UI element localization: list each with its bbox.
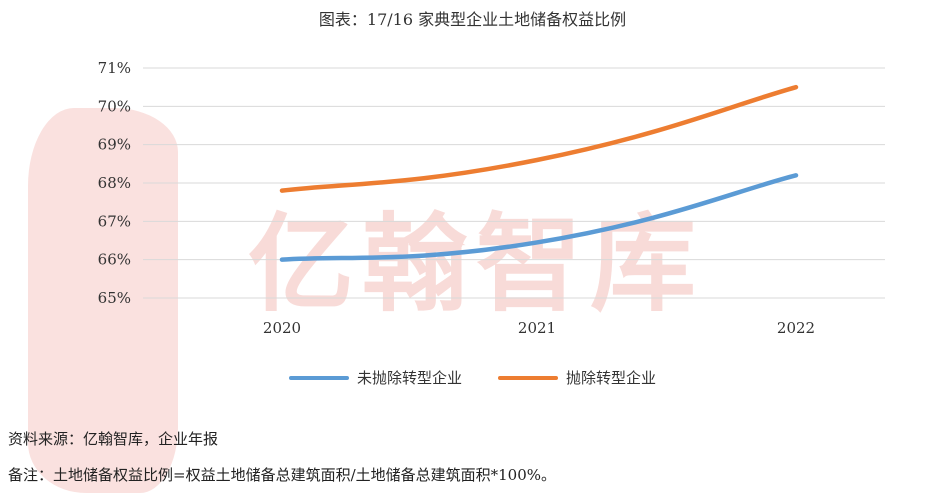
y-tick-label-5: 70% [98, 97, 131, 115]
line-chart: 65% 66% 67% 68% 69% 70% 71% 2020 2021 2022 [98, 59, 885, 337]
legend-label-0: 未抛除转型企业 [356, 369, 462, 387]
y-tick-label-4: 69% [98, 136, 131, 154]
legend-swatch-0 [288, 375, 349, 380]
y-tick-label-3: 68% [98, 174, 131, 192]
y-axis-labels: 65% 66% 67% 68% 69% 70% 71% [98, 59, 131, 307]
series-line-1 [279, 84, 799, 193]
legend-label-1: 抛除转型企业 [566, 369, 657, 387]
x-axis-labels: 2020 2021 2022 [263, 319, 815, 337]
source-note: 资料来源：亿翰智库，企业年报 [8, 430, 219, 448]
legend-item-0: 未抛除转型企业 [288, 367, 462, 388]
grid-lines [143, 67, 885, 299]
watermark-seal [28, 108, 178, 493]
y-tick-label-1: 66% [98, 251, 131, 269]
series-lines [279, 84, 799, 262]
y-tick-label-6: 71% [98, 59, 131, 77]
legend-swatch-1 [498, 375, 558, 380]
series-line-0 [279, 173, 799, 262]
remark-note: 备注：土地储备权益比例=权益土地储备总建筑面积/土地储备总建筑面积*100%。 [8, 466, 557, 484]
legend: 未抛除转型企业 抛除转型企业 [0, 367, 945, 388]
y-tick-label-0: 65% [98, 289, 131, 307]
legend-item-1: 抛除转型企业 [498, 367, 656, 388]
x-tick-label-2: 2022 [777, 319, 815, 337]
y-tick-label-2: 67% [98, 212, 131, 230]
x-tick-label-1: 2021 [518, 319, 556, 337]
x-tick-label-0: 2020 [263, 319, 301, 337]
chart-title: 图表：17/16 家典型企业土地储备权益比例 [318, 10, 627, 29]
